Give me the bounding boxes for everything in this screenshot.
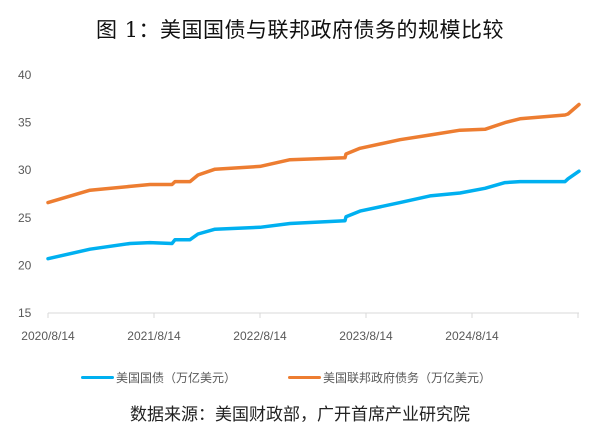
- y-tick-label: 40: [18, 68, 32, 82]
- data-source-note: 数据来源：美国财政部，广开首席产业研究院: [130, 405, 470, 425]
- y-tick-label: 25: [18, 211, 32, 225]
- y-tick-label: 15: [18, 306, 32, 320]
- legend-label: 美国联邦政府债务（万亿美元）: [323, 371, 492, 385]
- line-chart: 40 35 30 25 20 15 2020/8/14 2021/8/14 2022/8/14…: [18, 68, 581, 343]
- x-tick-label: 2023/8/14: [339, 329, 393, 343]
- legend-item-treasury: 美国国债（万亿美元）: [81, 369, 236, 386]
- y-axis-ticks: 40 35 30 25 20 15: [18, 68, 32, 320]
- series-federal-debt-line: [46, 102, 581, 205]
- x-axis-ticks: 2020/8/14 2021/8/14 2022/8/14 2023/8/14 2024…: [21, 313, 579, 343]
- x-tick-label: 2020/8/14: [21, 329, 75, 343]
- y-tick-label: 30: [18, 163, 32, 177]
- chart-legend: 美国国债（万亿美元） 美国联邦政府债务（万亿美元）: [0, 369, 600, 387]
- chart-title: 图 1：美国国债与联邦政府债务的规模比较: [95, 18, 505, 42]
- legend-swatch-treasury: [81, 376, 114, 379]
- x-tick-label: 2021/8/14: [127, 329, 181, 343]
- legend-item-federal-debt: 美国联邦政府债务（万亿美元）: [288, 369, 491, 386]
- y-tick-label: 35: [18, 116, 32, 130]
- x-tick-label: 2022/8/14: [233, 329, 287, 343]
- legend-label: 美国国债（万亿美元）: [116, 371, 237, 385]
- y-tick-label: 20: [18, 258, 32, 272]
- x-tick-label: 2024/8/14: [445, 329, 499, 343]
- series-treasury-line: [46, 169, 581, 261]
- legend-swatch-federal-debt: [288, 376, 321, 379]
